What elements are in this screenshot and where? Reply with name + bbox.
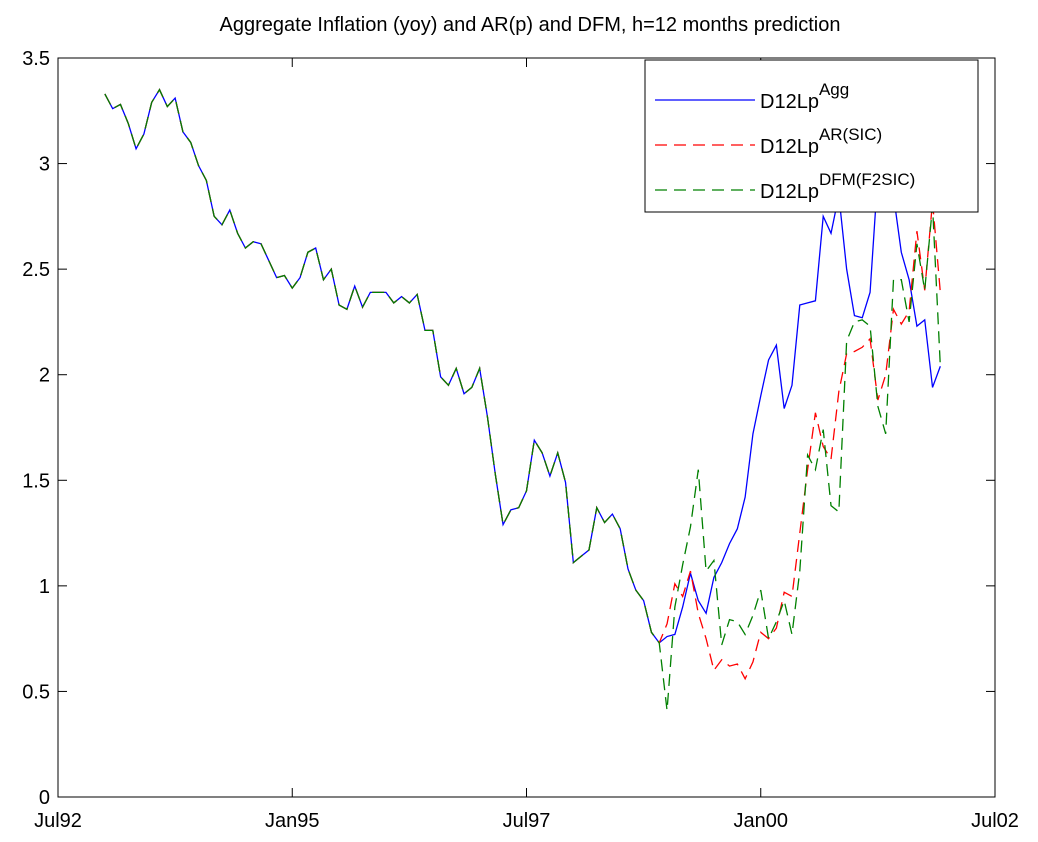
legend-label: D12LpDFM(F2SIC)	[760, 170, 915, 203]
y-tick-label: 0.5	[22, 681, 50, 703]
legend-box	[644, 59, 979, 213]
legend-superscript: AR(SIC)	[819, 125, 882, 144]
y-tick-label: 1.5	[22, 470, 50, 492]
legend-superscript: Agg	[819, 80, 849, 99]
y-tick-label: 1	[39, 576, 50, 598]
legend-superscript: DFM(F2SIC)	[819, 170, 915, 189]
x-tick-label: Jul97	[503, 810, 551, 832]
y-tick-label: 3	[39, 154, 50, 176]
y-tick-label: 3.5	[22, 48, 50, 70]
y-tick-label: 2.5	[22, 259, 50, 281]
x-tick-label: Jan95	[265, 810, 320, 832]
legend-name: D12Lp	[760, 136, 819, 158]
legend-label: D12LpAR(SIC)	[760, 125, 882, 158]
series-line	[104, 88, 941, 711]
legend-name: D12Lp	[760, 181, 819, 203]
x-tick-label: Jul02	[971, 810, 1019, 832]
x-tick-label: Jan00	[734, 810, 789, 832]
x-tick-label: Jul92	[34, 810, 82, 832]
chart-title: Aggregate Inflation (yoy) and AR(p) and …	[220, 14, 841, 36]
plot-frame	[57, 57, 996, 798]
legend-label: D12LpAgg	[760, 80, 849, 113]
y-tick-label: 0	[39, 787, 50, 809]
legend-name: D12Lp	[760, 91, 819, 113]
y-tick-label: 2	[39, 365, 50, 387]
